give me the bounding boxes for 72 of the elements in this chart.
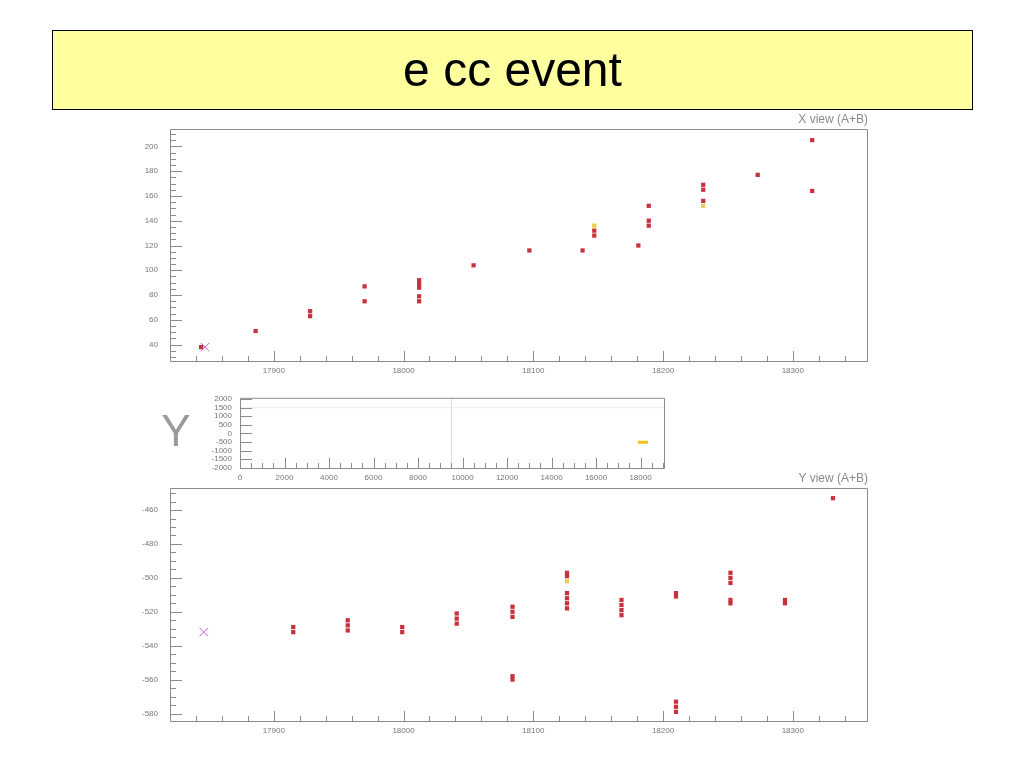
x-tick-label: 18200 (651, 366, 675, 375)
y-tick-label: 0 (227, 428, 233, 438)
y-tick-label: 160 (144, 191, 159, 201)
point (636, 243, 641, 248)
point (728, 570, 733, 575)
point (362, 299, 367, 304)
x-tick-label: 10000 (451, 473, 475, 482)
x-tick-label: 18000 (392, 726, 416, 735)
y-tick-label: 2000 (214, 394, 233, 404)
point (345, 628, 350, 633)
text: X view (A+B) (798, 112, 868, 127)
y-tick-label: 180 (144, 166, 159, 176)
y-tick-label: 60 (149, 315, 159, 325)
y-tick-label: -540 (141, 640, 159, 650)
x-tick-label: 18100 (522, 366, 545, 375)
x-tick-label: 17900 (262, 366, 286, 375)
point (728, 580, 733, 586)
x-tick-label: 18100 (522, 726, 545, 735)
y-tick-label: -500 (141, 573, 159, 583)
x-tick-label: 18300 (781, 726, 805, 735)
y-tick-label: -460 (141, 505, 159, 515)
point (362, 284, 367, 289)
point (619, 607, 624, 613)
x-tick-label: 18200 (651, 726, 675, 735)
point (471, 263, 476, 268)
point (592, 233, 597, 238)
x-tick-label: 18000 (392, 366, 416, 375)
x-tick-label: 2000 (275, 473, 294, 482)
y-tick-label: 140 (144, 215, 159, 225)
y-tick-label: 100 (144, 265, 159, 275)
y-tick-label: -480 (141, 539, 159, 549)
y-tick-label: 1000 (214, 411, 233, 421)
x-tick-label: 8000 (409, 473, 428, 482)
point (580, 248, 585, 253)
point (564, 606, 570, 611)
x-tick-label: 6000 (364, 473, 383, 482)
chart-title: e cc event (403, 43, 622, 96)
x-tick-label: 12000 (495, 473, 519, 482)
y-tick-label: -2000 (211, 462, 233, 472)
y-tick-label: -1000 (211, 445, 233, 455)
point (198, 627, 209, 637)
point (200, 342, 210, 352)
y-tick-label: -1500 (211, 454, 233, 464)
y-tick-label: 1500 (214, 402, 233, 412)
point (728, 575, 733, 580)
x-tick-label: 18000 (629, 473, 653, 482)
text: Y view (A+B) (798, 471, 868, 486)
x-tick-label: 0 (237, 473, 243, 482)
y-tick-label: 80 (149, 290, 159, 300)
x-tick-label: 14000 (540, 473, 564, 482)
point (728, 601, 733, 606)
point (619, 602, 624, 608)
x-tick-label: 18300 (781, 366, 805, 375)
x-tick-label: 17900 (262, 726, 286, 735)
y-tick-label: 200 (144, 141, 159, 151)
y-tick-label: 40 (149, 339, 159, 349)
point (454, 616, 459, 621)
y-tick-label: -560 (141, 674, 159, 684)
point (527, 248, 532, 253)
point (619, 613, 624, 618)
y-tick-label: -500 (215, 437, 233, 447)
point (510, 604, 515, 609)
y-tick-label: -580 (141, 708, 159, 718)
y-tick-label: 500 (218, 420, 233, 430)
point (510, 609, 515, 614)
point (510, 614, 515, 619)
y-tick-label: 120 (144, 240, 159, 250)
point (454, 611, 459, 616)
point (619, 597, 624, 603)
y-tick-label: -520 (141, 606, 159, 616)
x-tick-label: 4000 (320, 473, 339, 482)
x-tick-label: 16000 (584, 473, 608, 482)
